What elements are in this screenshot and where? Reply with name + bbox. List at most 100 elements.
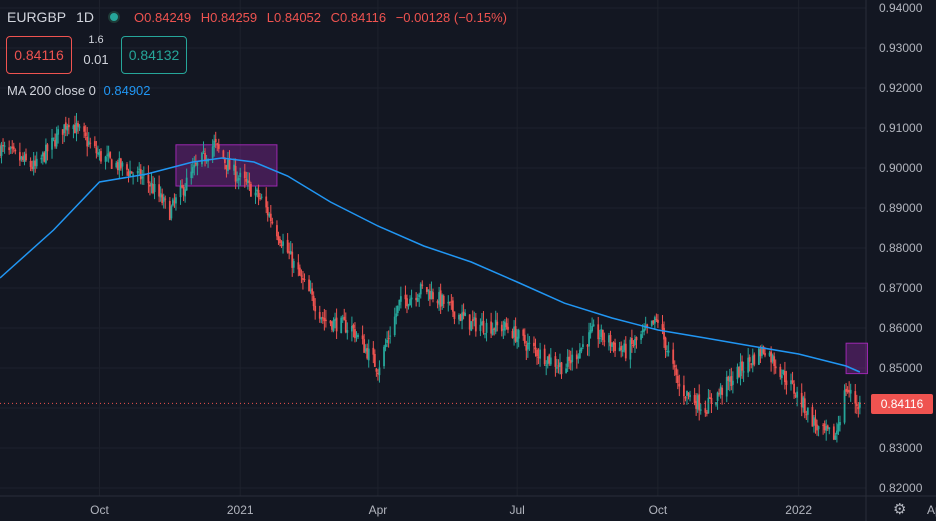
candle-body: [66, 125, 69, 131]
candle-body: [528, 342, 531, 344]
candle-body: [676, 375, 679, 383]
candle-body: [93, 141, 96, 147]
candle-body: [764, 353, 766, 356]
candle-body: [415, 297, 418, 301]
candle-body: [45, 144, 47, 163]
candle-body: [97, 153, 99, 155]
candle-body: [196, 162, 199, 166]
candle-body: [718, 393, 720, 395]
candle-body: [106, 154, 108, 156]
candle-body: [407, 304, 410, 307]
candle-body: [623, 343, 626, 351]
candle-body: [608, 335, 610, 343]
candle-body: [389, 335, 392, 337]
candle-body: [430, 290, 433, 299]
candle-body: [598, 337, 601, 339]
candle-body: [57, 129, 60, 135]
candle-body: [494, 319, 497, 332]
candle-body: [774, 366, 777, 369]
symbol-label[interactable]: EURGBP: [7, 9, 67, 25]
spread-lot-panel: 1.6 0.01: [74, 34, 118, 67]
candle-body: [523, 334, 526, 344]
time-axis[interactable]: Oct 2021 Apr Jul Oct 2022 Apr: [90, 503, 936, 517]
candle-body: [839, 422, 841, 426]
candle-body: [793, 383, 795, 394]
candle-body: [190, 171, 193, 179]
candle-body: [115, 162, 118, 168]
sell-button[interactable]: 0.84116: [6, 36, 72, 74]
candle-body: [790, 380, 792, 385]
ma-legend[interactable]: MA 200 close 0 0.84902: [7, 83, 151, 98]
gear-icon[interactable]: ⚙: [893, 501, 907, 518]
candle-body: [344, 319, 347, 333]
candle-body: [308, 279, 310, 292]
candle-body: [779, 366, 782, 377]
candle-body: [811, 407, 814, 427]
candle-body: [266, 207, 269, 216]
candle-body: [168, 201, 171, 220]
candle-body: [225, 164, 228, 170]
candle-body: [684, 397, 687, 399]
candle-body: [54, 139, 56, 147]
candle-body: [525, 345, 528, 351]
candle-body: [234, 165, 237, 182]
candle-body: [421, 284, 424, 286]
y-tick-label: 0.90000: [879, 161, 923, 175]
candle-body: [539, 349, 541, 359]
candle-body: [40, 157, 43, 160]
candle-body: [236, 179, 239, 181]
candle-body: [823, 423, 826, 431]
candle-body: [582, 344, 584, 348]
candle-body: [398, 299, 401, 306]
candle-body: [507, 326, 509, 330]
candle-body: [351, 325, 353, 332]
candle-body: [845, 388, 847, 392]
candle-body: [181, 185, 183, 188]
ma-layer: [0, 157, 861, 373]
buy-button[interactable]: 0.84132: [121, 36, 187, 74]
candle-body: [233, 164, 235, 171]
timeframe-label[interactable]: 1D: [76, 9, 95, 25]
y-tick-label: 0.87000: [879, 281, 923, 295]
candle-body: [386, 339, 388, 343]
candle-body: [753, 354, 756, 365]
candle-body: [254, 192, 257, 196]
candle-body: [366, 347, 369, 359]
candle-body: [20, 156, 23, 159]
candle-body: [629, 339, 632, 360]
candle-body: [23, 155, 26, 162]
candle-body: [340, 317, 343, 334]
candle-body: [536, 349, 538, 357]
price-axis[interactable]: 0.94000 0.93000 0.92000 0.91000 0.90000 0.890…: [879, 1, 923, 495]
candle-body: [484, 333, 486, 335]
candle-body: [836, 430, 838, 435]
ma-label: MA 200 close 0: [7, 83, 96, 98]
candle-body: [406, 298, 408, 307]
candle-body: [549, 357, 552, 365]
candle-body: [568, 356, 571, 361]
candle-body: [500, 324, 503, 332]
candle-body: [730, 376, 733, 387]
candle-body: [268, 214, 271, 217]
lot-size[interactable]: 0.01: [83, 52, 109, 67]
candle-body: [136, 170, 139, 174]
candle-body: [179, 186, 182, 198]
candle-body: [364, 348, 367, 352]
candle-body: [813, 417, 815, 426]
candle-body: [74, 124, 76, 134]
candle-body: [260, 196, 263, 198]
candle-body: [259, 198, 261, 200]
candle-body: [271, 221, 274, 224]
candle-body: [399, 296, 402, 302]
candle-body: [710, 398, 713, 404]
candle-body: [470, 321, 473, 331]
candle-body: [796, 391, 799, 398]
candle-body: [474, 317, 477, 332]
candle-body: [52, 137, 55, 139]
candle-body: [142, 174, 145, 176]
candle-body: [425, 287, 428, 293]
candle-body: [586, 344, 589, 347]
candle-body: [150, 183, 153, 186]
